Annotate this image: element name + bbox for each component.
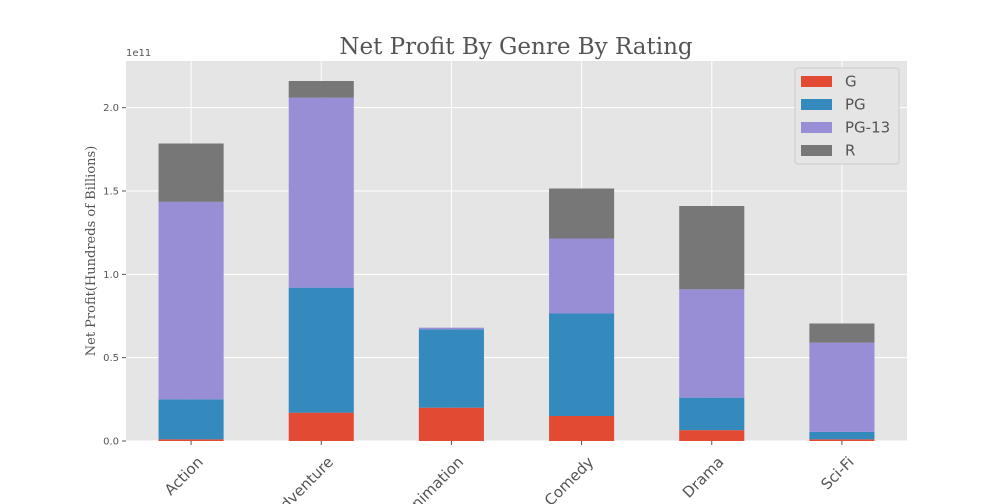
x-tick-label-action: Action <box>161 453 207 499</box>
bar-sci-fi-g <box>809 439 875 441</box>
plot-area <box>126 61 907 441</box>
legend-swatch-pg <box>801 99 832 110</box>
legend-box <box>794 67 900 165</box>
bar-sci-fi-pg-13 <box>809 342 875 432</box>
bar-animation-pg-13 <box>418 327 484 330</box>
y-tick-label: 2.0 <box>103 103 119 114</box>
legend-label-pg: PG <box>845 96 866 114</box>
bar-action-g <box>158 439 224 441</box>
legend-label-pg-13: PG-13 <box>845 119 890 137</box>
y-tick-label: 1.5 <box>103 187 119 198</box>
bar-drama-g <box>679 430 745 441</box>
bar-action-pg <box>158 399 224 440</box>
bar-drama-r <box>679 206 745 290</box>
bar-action-pg-13 <box>158 201 224 400</box>
y-tick-label: 1.0 <box>103 270 119 281</box>
bar-action-r <box>158 143 224 202</box>
bar-comedy-pg-13 <box>549 238 615 314</box>
legend-label-r: R <box>845 142 855 160</box>
x-tick-label-drama: Drama <box>679 453 728 502</box>
bar-comedy-pg <box>549 313 615 416</box>
bar-comedy-g <box>549 416 615 441</box>
x-tick-label-animation: Animation <box>400 453 467 504</box>
chart-title: Net Profit By Genre By Rating <box>339 34 693 60</box>
y-tick-label: 0.5 <box>103 353 119 364</box>
bar-adventure-r <box>288 81 354 98</box>
legend-swatch-g <box>801 76 832 87</box>
bar-drama-pg-13 <box>679 289 745 398</box>
bars <box>158 81 875 441</box>
bar-animation-pg <box>418 329 484 408</box>
legend-label-g: G <box>845 73 857 91</box>
x-tick-label-adventure: Adventure <box>269 453 337 504</box>
legend-swatch-r <box>801 145 832 156</box>
y-tick-label: 0.0 <box>103 437 119 448</box>
bar-adventure-pg-13 <box>288 97 354 288</box>
bar-sci-fi-pg <box>809 431 875 440</box>
bar-comedy-r <box>549 188 615 239</box>
legend: G PG PG-13 R <box>794 67 900 165</box>
legend-swatch-pg-13 <box>801 122 832 133</box>
bar-adventure-g <box>288 412 354 441</box>
y-axis-offset-label: 1e11 <box>126 48 151 59</box>
bar-animation-g <box>418 407 484 441</box>
x-tick-label-sci-fi: Sci-Fi <box>817 453 857 493</box>
x-tick-label-comedy: Comedy <box>541 453 598 504</box>
bar-sci-fi-r <box>809 323 875 343</box>
y-axis-label: Net Profit(Hundreds of Billions) <box>84 146 99 357</box>
bar-adventure-pg <box>288 287 354 413</box>
bar-drama-pg <box>679 397 745 431</box>
